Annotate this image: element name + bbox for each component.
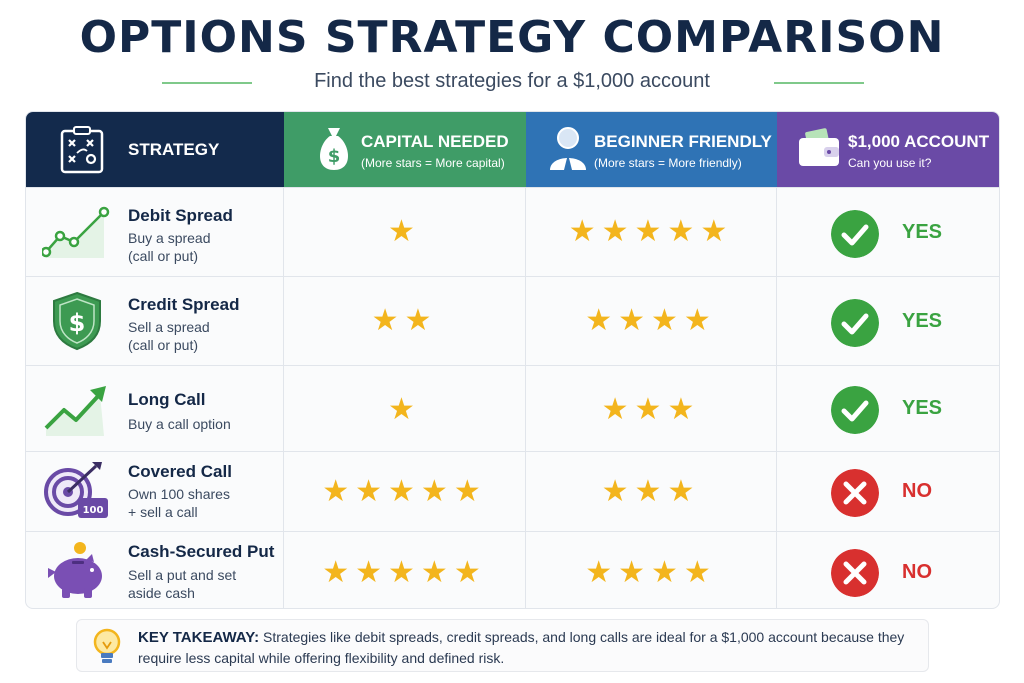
strategy-cell: Debit Spread Buy a spread (call or put) (26, 188, 284, 276)
capital-stars: ★ (388, 215, 421, 248)
strategy-desc-line1: Sell a spread (128, 319, 210, 335)
strategy-name: Debit Spread (128, 206, 233, 225)
money-bag-icon: $ (320, 128, 348, 170)
beginner-cell: ★★★★★ (526, 188, 777, 276)
target-arrow-icon: 100 (44, 462, 108, 518)
capital-stars: ★★ (371, 304, 438, 337)
beginner-cell: ★★★★ (526, 532, 777, 608)
wallet-icon (799, 128, 839, 166)
capital-stars: ★★★★★ (322, 556, 487, 589)
header-account-title: $1,000 ACCOUNT (848, 132, 990, 151)
header-capital: $ CAPITAL NEEDED (More stars = More capi… (284, 112, 526, 187)
strategy-desc-line2: (call or put) (128, 337, 199, 353)
strategy-name: Long Call (128, 390, 206, 409)
strategy-desc-line1: Buy a call option (128, 416, 231, 432)
account-cell: NO (777, 532, 999, 608)
capital-cell: ★★★★★ (284, 532, 526, 608)
beginner-stars: ★★★★★ (568, 215, 734, 248)
verdict-label: NO (902, 480, 932, 502)
x-icon (831, 469, 879, 517)
key-takeaway-body: Strategies like debit spreads, credit sp… (138, 629, 905, 666)
header-beginner-title: BEGINNER FRIENDLY (594, 132, 772, 151)
subtitle-row: Find the best strategies for a $1,000 ac… (0, 66, 1024, 96)
strategy-cell: Cash-Secured Put Sell a put and set asid… (26, 532, 284, 608)
table-row: $ Credit Spread Sell a spread (call or p… (26, 276, 999, 365)
header-capital-title: CAPITAL NEEDED (361, 132, 509, 151)
lightbulb-icon (93, 628, 121, 663)
header-capital-subtitle: (More stars = More capital) (361, 156, 505, 170)
header-strategy-title: STRATEGY (128, 140, 220, 159)
strategy-cell: 100 Covered Call Own 100 shares + sell a… (26, 452, 284, 531)
subtitle-divider-right (774, 82, 864, 84)
check-icon (831, 299, 879, 347)
verdict-label: YES (902, 221, 943, 243)
header-beginner: BEGINNER FRIENDLY (More stars = More fri… (526, 112, 777, 187)
verdict-label: NO (902, 561, 932, 583)
table-row: Long Call Buy a call option ★ ★★★ YES (26, 365, 999, 451)
shield-dollar-icon: $ (53, 291, 101, 351)
header-account-subtitle: Can you use it? (848, 156, 932, 170)
person-icon (550, 127, 586, 170)
beginner-stars: ★★★ (601, 393, 701, 426)
account-cell: NO (777, 452, 999, 531)
strategy-desc-line1: Own 100 shares (128, 486, 230, 502)
strategy-desc-line2: (call or put) (128, 248, 199, 264)
key-takeaway-label: KEY TAKEAWAY: (138, 629, 260, 646)
verdict-label: YES (902, 397, 943, 419)
table-row: Debit Spread Buy a spread (call or put) … (26, 187, 999, 276)
check-icon (831, 210, 879, 258)
capital-cell: ★ (284, 188, 526, 276)
beginner-stars: ★★★★ (585, 556, 717, 589)
capital-cell: ★ (284, 366, 526, 451)
account-cell: YES (777, 366, 999, 451)
strategy-name: Cash-Secured Put (128, 542, 275, 561)
beginner-cell: ★★★ (526, 452, 777, 531)
piggy-bank-icon (48, 542, 102, 598)
strategy-board-icon (60, 126, 104, 174)
strategy-desc-line2: + sell a call (128, 504, 198, 520)
capital-stars: ★★★★★ (322, 475, 487, 508)
key-takeaway-box: KEY TAKEAWAY: Strategies like debit spre… (76, 619, 929, 672)
strategy-cell: $ Credit Spread Sell a spread (call or p… (26, 277, 284, 365)
key-takeaway-text: KEY TAKEAWAY: Strategies like debit spre… (138, 627, 918, 668)
capital-stars: ★ (388, 393, 421, 426)
header-beginner-subtitle: (More stars = More friendly) (594, 156, 742, 170)
table-row: Cash-Secured Put Sell a put and set asid… (26, 531, 999, 608)
beginner-cell: ★★★★ (526, 277, 777, 365)
beginner-stars: ★★★★ (585, 304, 717, 337)
strategy-name: Covered Call (128, 462, 232, 481)
svg-text:$: $ (69, 309, 86, 337)
strategy-cell: Long Call Buy a call option (26, 366, 284, 451)
strategy-desc-line1: Buy a spread (128, 230, 211, 246)
capital-cell: ★★ (284, 277, 526, 365)
comparison-table: STRATEGY $ CAPITAL NEEDED (More stars = … (25, 111, 1000, 609)
verdict-label: YES (902, 310, 943, 332)
share-badge-text: 100 (83, 505, 104, 516)
line-chart-icon (42, 206, 110, 258)
page-title: OPTIONS STRATEGY COMPARISON (79, 12, 945, 63)
account-cell: YES (777, 188, 999, 276)
svg-text:$: $ (328, 146, 341, 167)
check-icon (831, 386, 879, 434)
trend-up-arrow-icon (44, 386, 106, 436)
header-strategy: STRATEGY (26, 112, 284, 187)
x-icon (831, 549, 879, 597)
page-subtitle: Find the best strategies for a $1,000 ac… (314, 70, 710, 92)
header-account: $1,000 ACCOUNT Can you use it? (777, 112, 999, 187)
capital-cell: ★★★★★ (284, 452, 526, 531)
strategy-desc-line2: aside cash (128, 585, 195, 601)
account-cell: YES (777, 277, 999, 365)
strategy-desc-line1: Sell a put and set (128, 567, 237, 583)
beginner-cell: ★★★ (526, 366, 777, 451)
strategy-name: Credit Spread (128, 295, 240, 314)
subtitle-divider-left (162, 82, 252, 84)
beginner-stars: ★★★ (601, 475, 701, 508)
table-row: 100 Covered Call Own 100 shares + sell a… (26, 451, 999, 531)
